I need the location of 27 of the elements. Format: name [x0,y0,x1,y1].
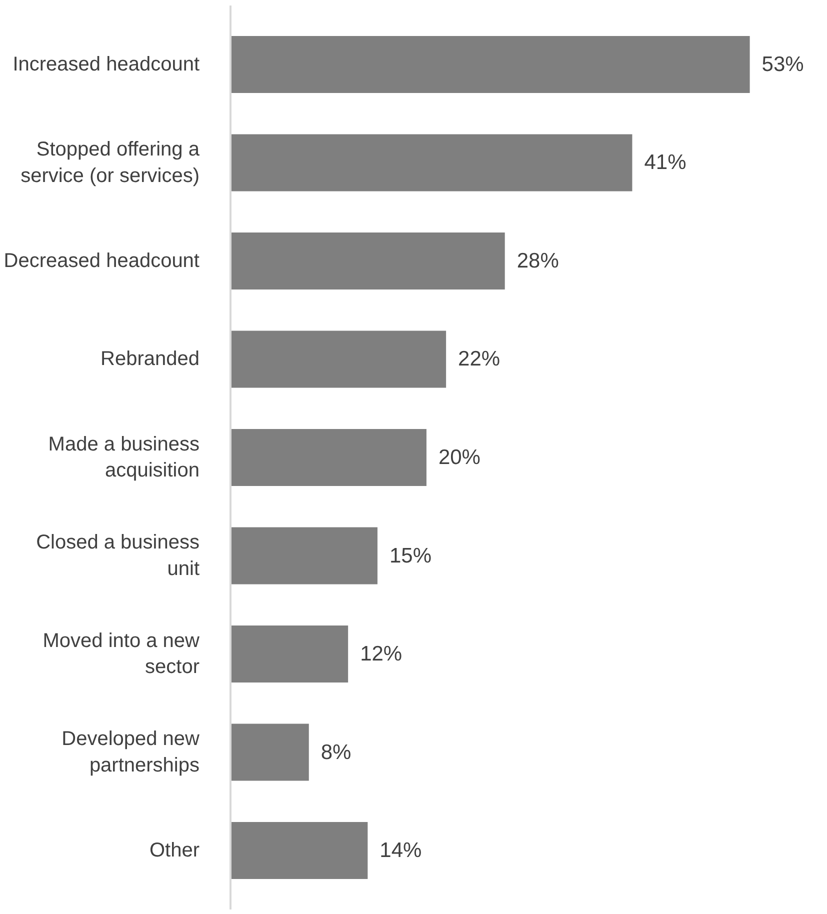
bar [230,36,750,93]
y-tick-label: Rebranded [100,348,200,370]
y-tick-label: Decreased headcount [4,250,200,272]
bar [230,134,632,192]
data-label: 15% [389,544,432,568]
bar [230,527,378,584]
y-tick-label: Developed new partnerships [62,728,200,776]
bar [230,724,309,781]
y-tick-label: Increased headcount [12,53,200,76]
data-label: 14% [380,839,422,862]
data-label: 53% [762,52,804,76]
bar [230,330,446,388]
bar [230,429,426,486]
data-label: 28% [516,249,559,272]
y-tick-label: Made a business acquisition [48,433,200,482]
data-label: 8% [320,740,352,764]
data-label: 41% [644,151,686,174]
y-tick-label: Other [149,840,200,862]
y-tick-label: Moved into a new sector [42,630,200,678]
bar [230,232,505,290]
data-label: 22% [458,348,500,371]
bar [230,626,348,683]
data-label: 20% [438,446,480,469]
y-tick-label: Stopped offering a service (or services) [20,138,200,187]
bar [230,822,368,880]
y-tick-label: Closed a business unit [36,532,200,580]
data-label: 12% [360,642,402,666]
